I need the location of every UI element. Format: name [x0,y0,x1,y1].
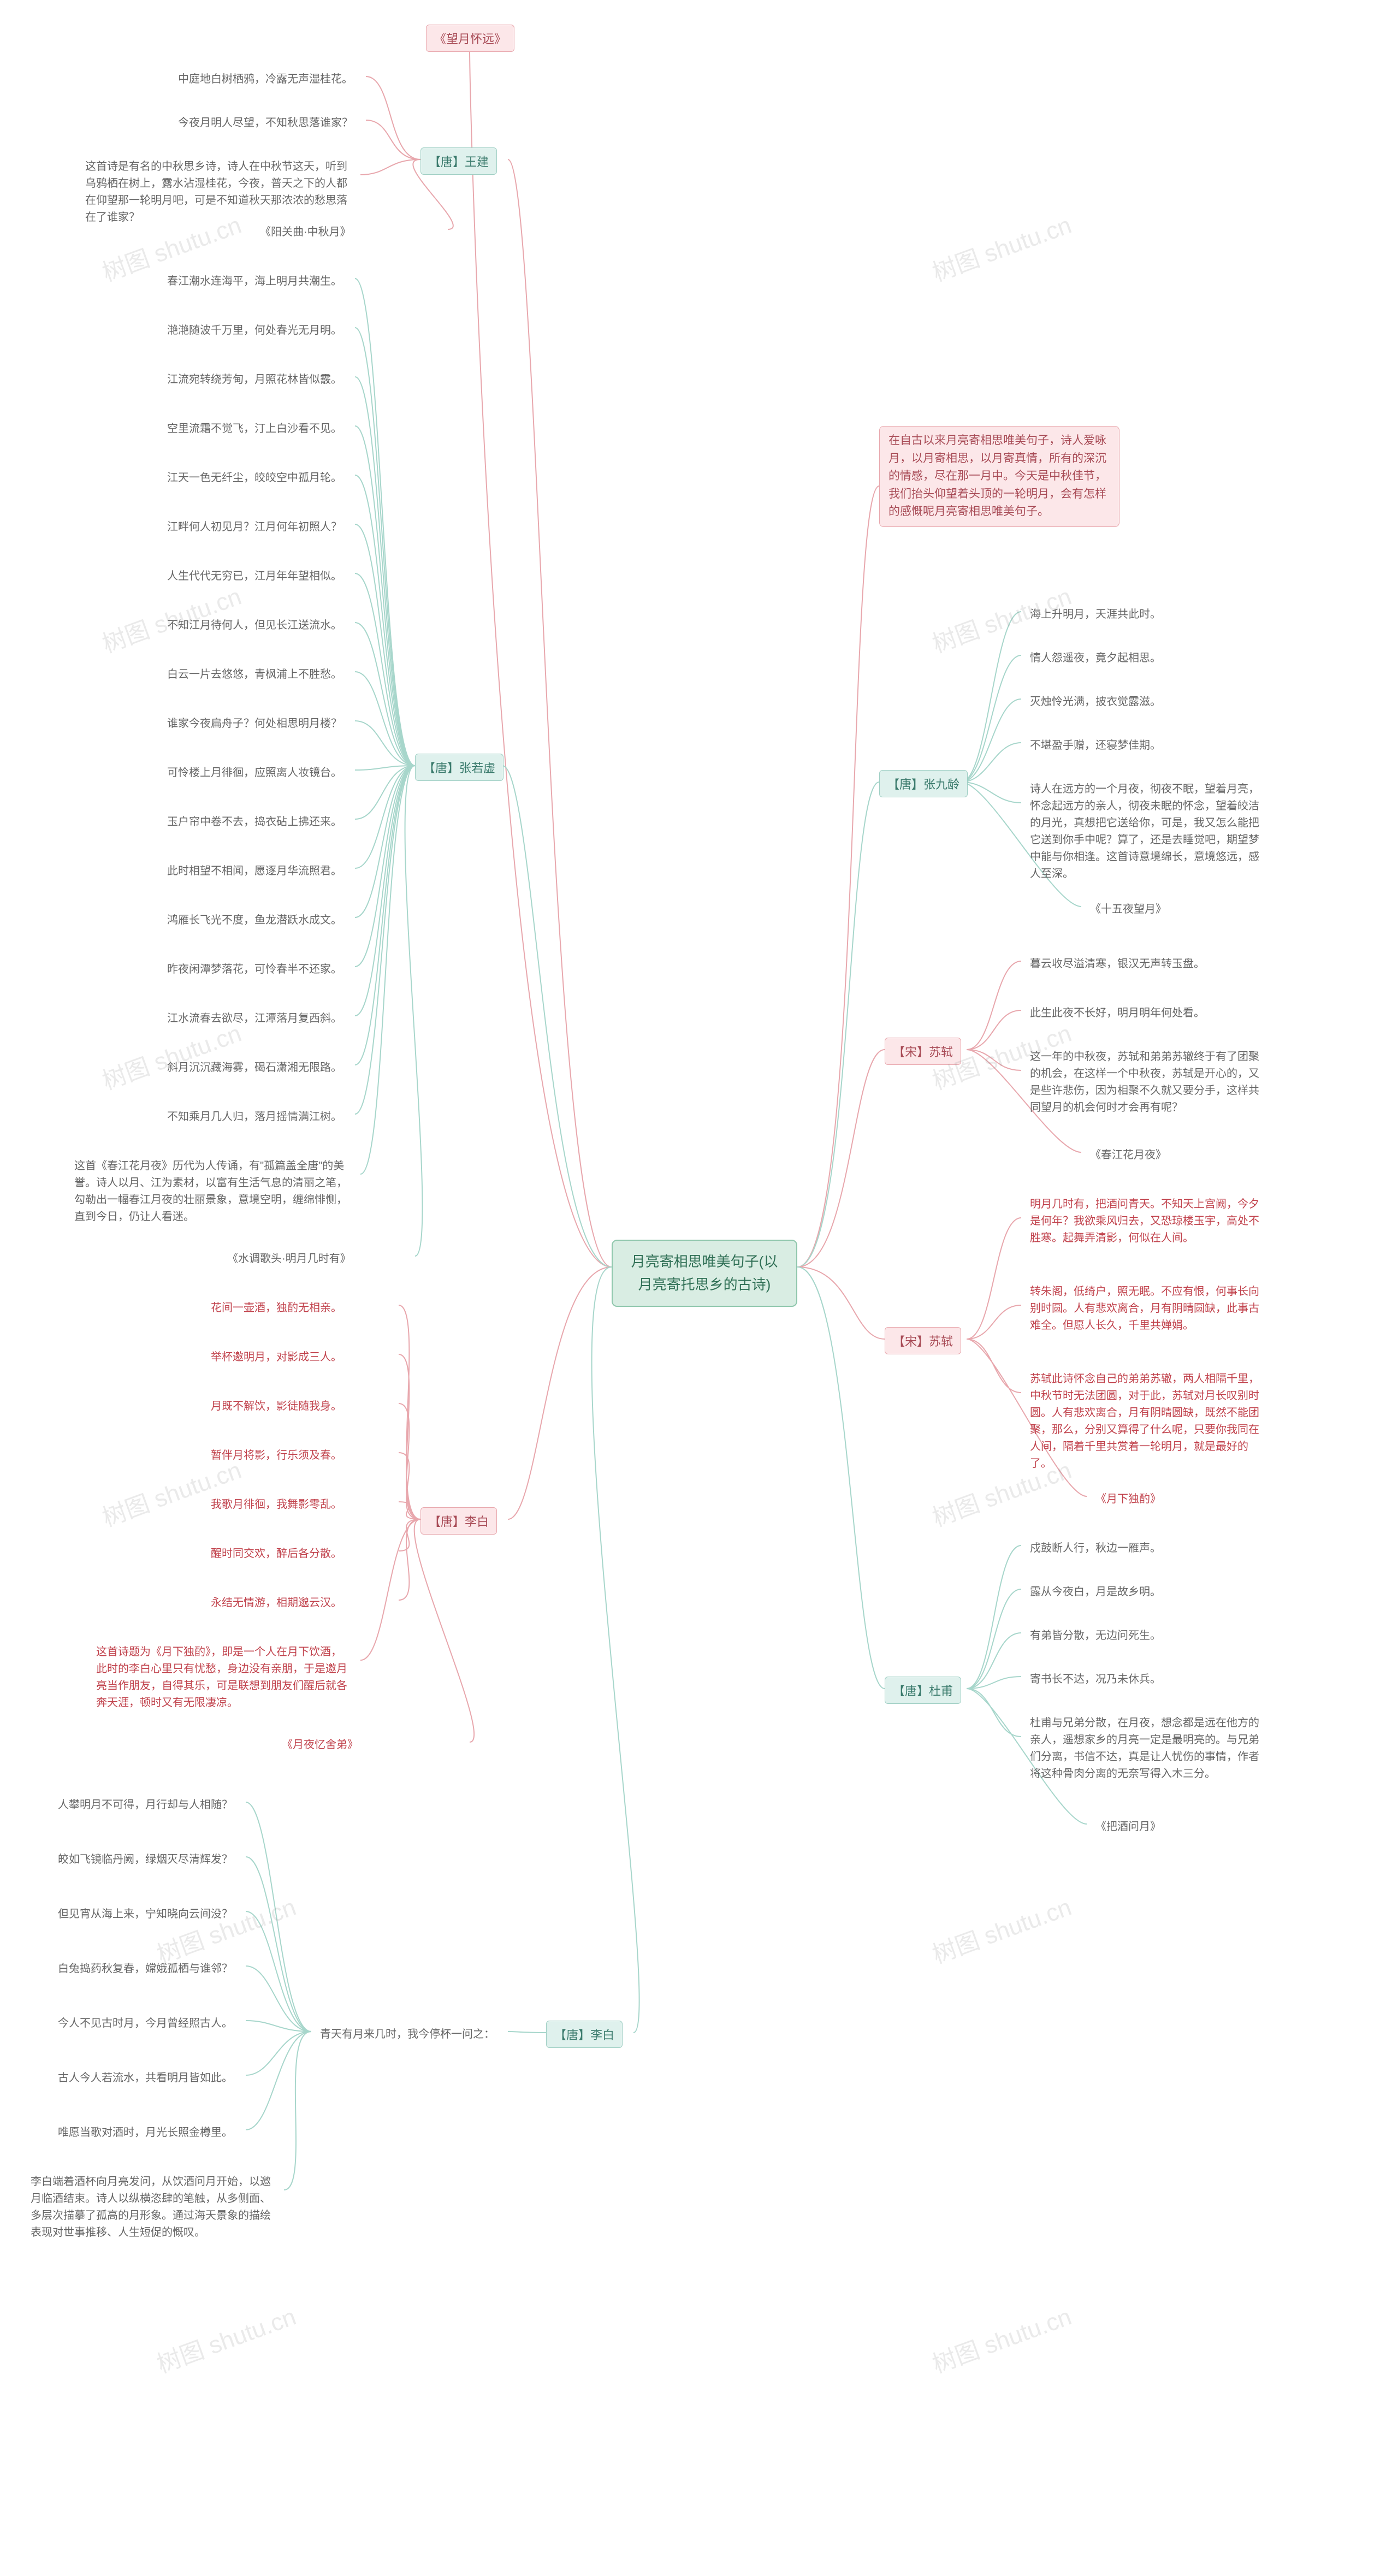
leaf-node: 《春江花月夜》 [1081,1141,1175,1169]
leaf-node: 《十五夜望月》 [1081,896,1175,923]
leaf-node: 我歌月徘徊，我舞影零乱。 [202,1491,351,1519]
leaf-node: 有弟皆分散，无边问死生。 [1021,1622,1170,1650]
left-branch-label: 【唐】李白 [420,1507,497,1535]
left-branch-label: 【唐】李白 [546,2021,623,2048]
leaf-node: 《月下独酌》 [1087,1485,1170,1513]
leaf-node: 《阳关曲·中秋月》 [251,218,360,246]
leaf-node: 人攀明月不可得，月行却与人相随？ [49,1791,241,1819]
leaf-node: 灭烛怜光满，披衣觉露滋。 [1021,688,1170,716]
leaf-node: 此生此夜不长好，明月明年何处看。 [1021,999,1213,1027]
center-topic: 月亮寄相思唯美句子(以月亮寄托思乡的古诗) [612,1240,797,1307]
leaf-node: 不知江月待何人，但见长江送流水。 [158,612,351,639]
leaf-node: 诗人在远方的一个月夜，彻夜不眠，望着月亮，怀念起远方的亲人，彻夜未眠的怀念，望着… [1021,775,1272,888]
leaf-node: 《月夜忆舍弟》 [273,1731,367,1759]
leaf-node: 春江潮水连海平，海上明月共潮生。 [158,268,351,295]
leaf-node: 古人今人若流水，共看明月皆如此。 [49,2064,241,2092]
leaf-node: 白云一片去悠悠，青枫浦上不胜愁。 [158,661,351,689]
leaf-node: 转朱阁，低绮户，照无眠。不应有恨，何事长向别时圆。人有悲欢离合，月有阴晴圆缺，此… [1021,1278,1278,1340]
watermark: 树图 shutu.cn [927,1887,1075,1970]
left-branch-label: 【唐】张若虚 [415,754,503,781]
leaf-node: 可怜楼上月徘徊，应照离人妆镜台。 [158,759,351,787]
watermark: 树图 shutu.cn [927,205,1075,288]
right-branch-label: 【宋】苏轼 [885,1038,961,1065]
leaf-node: 情人怨遥夜，竟夕起相思。 [1021,644,1170,672]
leaf-node: 寄书长不达，况乃未休兵。 [1021,1666,1170,1693]
leaf-node: 海上升明月，天涯共此时。 [1021,601,1170,629]
leaf-node: 月既不解饮，影徒随我身。 [202,1393,351,1420]
leaf-node: 斜月沉沉藏海雾，碣石潇湘无限路。 [158,1054,351,1082]
watermark: 树图 shutu.cn [927,2297,1075,2379]
leaf-node: 永结无情游，相期邈云汉。 [202,1589,351,1617]
left-branch-label: 【唐】王建 [420,147,497,175]
leaf-node: 滟滟随波千万里，何处春光无月明。 [158,317,351,345]
right-branch-label: 【唐】张九龄 [879,770,968,797]
pre-leaf-node: 青天有月来几时，我今停杯一问之： [311,2021,503,2048]
leaf-node: 花间一壶酒，独酌无相亲。 [202,1294,351,1322]
leaf-node: 李白端着酒杯向月亮发问，从饮酒问月开始，以邀月临酒结束。诗人以纵横恣肆的笔触，从… [22,2168,284,2247]
leaf-node: 中庭地白树栖鸦，冷露无声湿桂花。 [169,66,362,93]
leaf-node: 举杯邀明月，对影成三人。 [202,1343,351,1371]
leaf-node: 《水调歌头·明月几时有》 [218,1245,360,1273]
leaf-node: 江天一色无纤尘，皎皎空中孤月轮。 [158,464,351,492]
leaf-node: 白兔捣药秋复春，嫦娥孤栖与谁邻？ [49,1955,241,1983]
leaf-node: 这首诗题为《月下独酌》，即是一个人在月下饮酒，此时的李白心里只有忧愁，身边没有亲… [87,1638,360,1717]
leaf-node: 今人不见古时月，今月曾经照古人。 [49,2010,241,2038]
leaf-node: 杜甫与兄弟分散，在月夜，想念都是远在他方的亲人，遥想家乡的月亮一定是最明亮的。与… [1021,1709,1272,1788]
leaf-node: 露从今夜白，月是故乡明。 [1021,1578,1170,1606]
leaf-node: 谁家今夜扁舟子？何处相思明月楼？ [158,710,351,738]
intro-box: 在自古以来月亮寄相思唯美句子，诗人爱咏月，以月寄相思，以月寄真情，所有的深沉的情… [879,426,1119,527]
right-branch-label: 【宋】苏轼 [885,1327,961,1354]
leaf-node: 此时相望不相闻，愿逐月华流照君。 [158,857,351,885]
leaf-node: 不堪盈手赠，还寝梦佳期。 [1021,732,1170,760]
leaf-node: 唯愿当歌对酒时，月光长照金樽里。 [49,2119,241,2147]
leaf-node: 人生代代无穷已，江月年年望相似。 [158,562,351,590]
leaf-node: 江水流春去欲尽，江潭落月复西斜。 [158,1005,351,1033]
leaf-node: 昨夜闲潭梦落花，可怜春半不还家。 [158,956,351,984]
leaf-node: 不知乘月几人归，落月摇情满江树。 [158,1103,351,1131]
leaf-node: 玉户帘中卷不去，捣衣砧上拂还来。 [158,808,351,836]
leaf-node: 暮云收尽溢清寒，银汉无声转玉盘。 [1021,950,1213,978]
leaf-node: 江流宛转绕芳甸，月照花林皆似霰。 [158,366,351,394]
leaf-node: 空里流霜不觉飞，汀上白沙看不见。 [158,415,351,443]
watermark: 树图 shutu.cn [151,2297,300,2379]
right-branch-label: 【唐】杜甫 [885,1677,961,1704]
leaf-node: 鸿雁长飞光不度，鱼龙潜跃水成文。 [158,907,351,934]
leaf-node: 醒时同交欢，醉后各分散。 [202,1540,351,1568]
leaf-node: 《把酒问月》 [1087,1813,1170,1841]
leaf-node: 但见宵从海上来，宁知晓向云间没？ [49,1900,241,1928]
leaf-node: 戍鼓断人行，秋边一雁声。 [1021,1535,1170,1562]
leaf-node: 皎如飞镜临丹阙，绿烟灭尽清辉发？ [49,1846,241,1874]
leaf-node: 苏轼此诗怀念自己的弟弟苏辙，两人相隔千里，中秋节时无法团圆，对于此，苏轼对月长叹… [1021,1365,1278,1478]
branch-title-wywy: 《望月怀远》 [426,25,514,52]
leaf-node: 今夜月明人尽望，不知秋思落谁家？ [169,109,362,137]
leaf-node: 这首《春江花月夜》历代为人传诵，有"孤篇盖全唐"的美誉。诗人以月、江为素材，以富… [66,1152,360,1231]
leaf-node: 明月几时有，把酒问青天。不知天上宫阙，今夕是何年？我欲乘风归去，又恐琼楼玉宇，高… [1021,1191,1278,1252]
leaf-node: 这一年的中秋夜，苏轼和弟弟苏辙终于有了团聚的机会，在这样一个中秋夜，苏轼是开心的… [1021,1043,1272,1122]
leaf-node: 暂伴月将影，行乐须及春。 [202,1442,351,1470]
leaf-node: 江畔何人初见月？江月何年初照人？ [158,513,351,541]
